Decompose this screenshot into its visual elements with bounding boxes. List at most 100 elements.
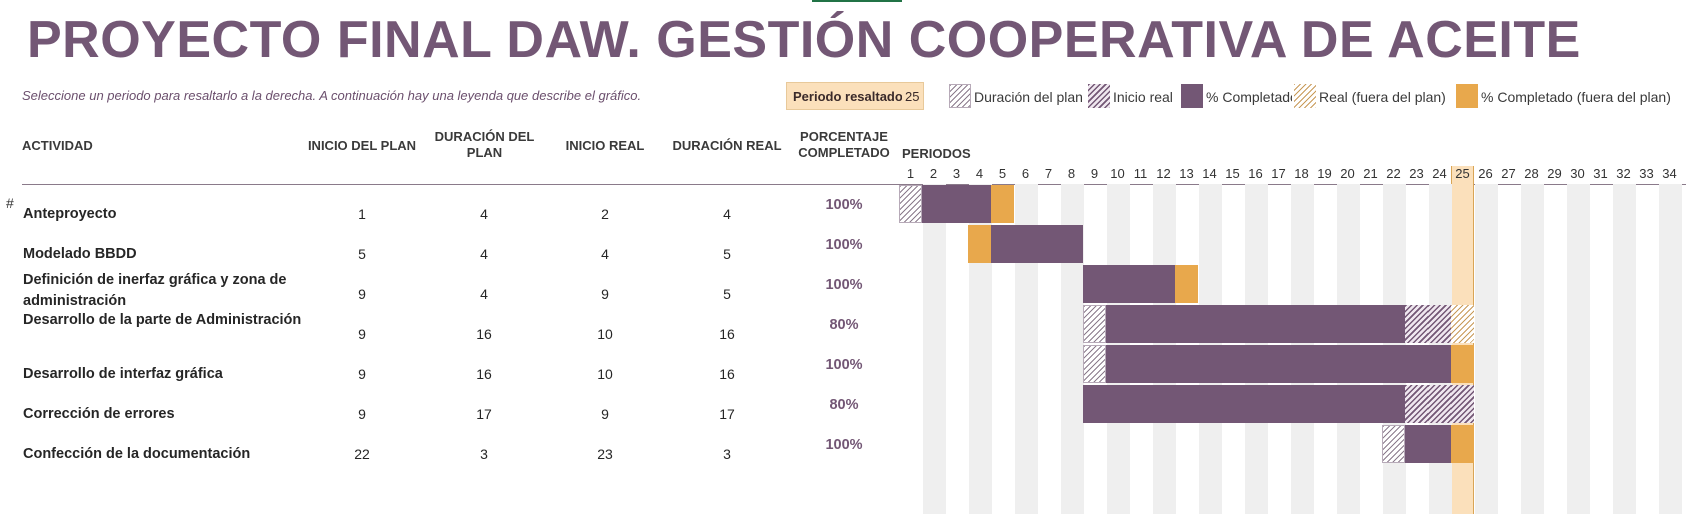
task-real-duration: 17 [719,406,735,422]
bar-completed [1405,425,1428,463]
period-grid-stripe [1061,184,1084,514]
bar-completed [1313,385,1336,423]
bar-completed [1129,345,1152,383]
bar-completed [1221,385,1244,423]
legend-swatch-completed-outside [1456,84,1478,108]
period-number: 3 [952,166,961,181]
bar-plan-only [1382,425,1405,463]
header-activity: ACTIVIDAD [22,138,93,153]
task-plan-start: 1 [358,206,366,222]
bar-completed [1129,305,1152,343]
bar-completed [1267,305,1290,343]
task-percent: 100% [825,197,863,213]
bar-completed [1359,345,1382,383]
bar-completed [1152,265,1175,303]
bar-real-pending [1428,305,1451,343]
period-number: 23 [1409,166,1424,181]
legend-swatch-real-start [1088,84,1110,108]
task-percent: 80% [829,397,859,413]
task-name: Desarrollo de interfaz gráfica [23,366,223,382]
bar-completed [1175,385,1198,423]
ribbon-accent [812,0,902,2]
bar-completed [1336,305,1359,343]
task-real-duration: 3 [723,446,731,462]
period-number: 25 [1455,166,1470,181]
bar-completed [1382,385,1405,423]
period-number: 14 [1202,166,1217,181]
bar-completed [1106,305,1129,343]
header-periods: PERIODOS [902,146,971,161]
bar-completed [922,185,945,223]
bar-completed [945,185,968,223]
legend-label-real-outside: Real (fuera del plan) [1319,89,1446,105]
bar-plan-only [1083,305,1106,343]
highlight-period-label: Periodo resaltado [793,88,902,104]
legend-label-completed: % Completado [1206,89,1292,105]
legend-label-completed-outside: % Completado (fuera del plan) [1481,89,1671,105]
period-number: 26 [1478,166,1493,181]
task-plan-start: 5 [358,246,366,262]
page-title: PROYECTO FINAL DAW. GESTIÓN COOPERATIVA … [27,11,1581,69]
bar-real-pending [1405,305,1428,343]
period-grid-stripe [1613,184,1636,514]
bar-completed [1244,345,1267,383]
period-number: 21 [1363,166,1378,181]
task-real-duration: 5 [723,246,731,262]
period-number: 32 [1616,166,1631,181]
task-plan-start: 9 [358,366,366,382]
task-percent: 100% [825,437,863,453]
task-percent: 100% [825,357,863,373]
task-real-duration: 16 [719,326,735,342]
period-number: 27 [1501,166,1516,181]
task-real-start: 10 [597,366,613,382]
bar-completed-outside-plan [1175,265,1198,303]
period-number: 34 [1662,166,1677,181]
bar-completed [1129,265,1152,303]
highlight-period-value[interactable]: 25 [905,88,920,104]
period-grid-stripe [923,184,946,514]
task-plan-duration: 16 [476,366,492,382]
period-grid-stripe [1567,184,1590,514]
period-number: 33 [1639,166,1654,181]
task-real-duration: 5 [723,286,731,302]
bar-completed [1175,345,1198,383]
bar-plan-only [1083,345,1106,383]
period-number: 20 [1340,166,1355,181]
bar-completed-outside-plan [991,185,1014,223]
bar-completed [1198,345,1221,383]
bar-completed [1359,305,1382,343]
period-grid-stripe [1015,184,1038,514]
bar-completed [1313,345,1336,383]
bar-completed [1267,345,1290,383]
bar-completed [1244,385,1267,423]
period-number: 2 [929,166,938,181]
task-real-duration: 16 [719,366,735,382]
period-number: 8 [1067,166,1076,181]
bar-completed [1382,305,1405,343]
legend-swatch-real-outside [1294,84,1316,108]
bar-completed [1336,385,1359,423]
period-number: 22 [1386,166,1401,181]
bar-plan-only [899,185,922,223]
bar-completed [1428,425,1451,463]
period-number: 1 [906,166,915,181]
task-plan-duration: 17 [476,406,492,422]
bar-completed [1198,305,1221,343]
highlight-period-cell[interactable]: Periodo resaltado 25 [786,82,924,110]
bar-completed [1244,305,1267,343]
task-name: Definición de inerfaz gráfica y zona de … [23,272,287,309]
period-number: 5 [998,166,1007,181]
header-plan-start: INICIO DEL PLAN [307,138,417,153]
period-number: 6 [1021,166,1030,181]
period-number: 18 [1294,166,1309,181]
bar-completed [1405,345,1428,383]
period-number: 15 [1225,166,1240,181]
bar-completed [1221,305,1244,343]
period-number: 4 [975,166,984,181]
task-plan-duration: 16 [476,326,492,342]
bar-completed [1290,305,1313,343]
bar-completed [1152,345,1175,383]
legend-swatch-completed [1181,84,1203,108]
period-number: 7 [1044,166,1053,181]
